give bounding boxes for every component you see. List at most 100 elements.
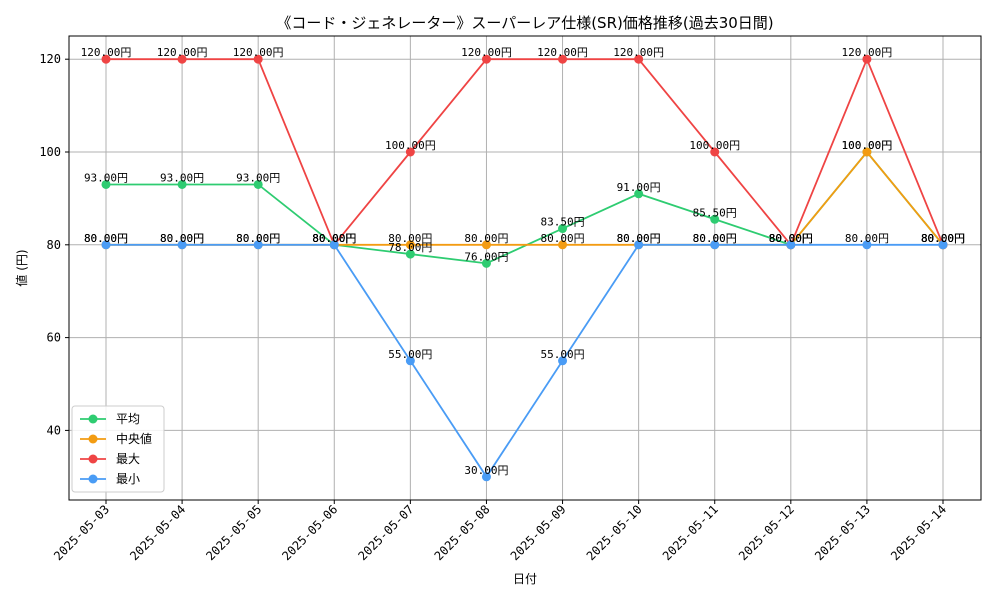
data-label: 120.00円 — [842, 46, 893, 59]
data-label: 120.00円 — [613, 46, 664, 59]
data-point — [405, 147, 415, 157]
data-label: 120.00円 — [461, 46, 512, 59]
x-tick-label: 2025-05-10 — [584, 502, 645, 563]
data-point — [938, 240, 948, 250]
x-tick-label: 2025-05-07 — [355, 502, 416, 563]
data-label: 80.00円 — [617, 232, 661, 245]
plot-frame — [68, 35, 982, 501]
data-point — [405, 249, 415, 259]
x-tick-label: 2025-05-05 — [203, 502, 264, 563]
data-point — [862, 54, 872, 64]
data-label: 78.00円 — [388, 241, 432, 254]
series-lines — [101, 54, 948, 482]
series-line — [106, 243, 943, 479]
data-label: 100.00円 — [689, 139, 740, 152]
chart-title: 《コード・ジェネレーター》スーパーレア仕様(SR)価格推移(過去30日間) — [276, 14, 773, 32]
data-point — [862, 147, 872, 157]
x-ticks: 2025-05-03 2025-05-04 2025-05-05 2025-05-06… — [51, 500, 949, 563]
data-point — [710, 214, 720, 224]
data-label: 80.00円 — [84, 232, 128, 245]
y-tick-label: 40 — [47, 423, 61, 437]
data-label: 93.00円 — [84, 171, 128, 184]
x-tick-label: 2025-05-03 — [51, 502, 112, 563]
legend-label: 最小 — [116, 472, 140, 486]
legend-marker — [88, 474, 98, 484]
y-tick-label: 80 — [47, 238, 61, 252]
x-tick-label: 2025-05-14 — [888, 502, 949, 563]
data-point — [101, 240, 111, 250]
legend-label: 最大 — [116, 452, 140, 466]
data-label: 80.00円 — [236, 232, 280, 245]
data-point — [634, 240, 644, 250]
y-tick-label: 60 — [47, 331, 61, 345]
legend-label: 平均 — [116, 412, 140, 426]
data-label: 80.00円 — [617, 232, 661, 245]
legend-marker — [88, 434, 98, 444]
data-point — [481, 240, 491, 250]
data-label: 80.00円 — [236, 232, 280, 245]
data-point — [253, 179, 263, 189]
data-label: 91.00円 — [617, 181, 661, 194]
data-point — [558, 240, 568, 250]
data-label: 80.00円 — [921, 232, 965, 245]
data-label: 100.00円 — [842, 139, 893, 152]
data-point — [786, 240, 796, 250]
series-line — [106, 150, 944, 265]
data-point — [329, 240, 339, 250]
data-label: 80.00円 — [769, 232, 813, 245]
data-label: 80.00円 — [312, 232, 356, 245]
data-label: 80.00円 — [693, 232, 737, 245]
data-label: 80.00円 — [388, 232, 432, 245]
data-label: 80.00円 — [312, 232, 356, 245]
data-point — [862, 240, 872, 250]
data-point — [558, 54, 568, 64]
data-label: 80.00円 — [769, 232, 813, 245]
data-label: 80.00円 — [921, 232, 965, 245]
data-label: 76.00円 — [464, 250, 508, 263]
data-point — [101, 54, 111, 64]
data-label: 80.00円 — [464, 232, 508, 245]
data-point — [405, 356, 415, 366]
data-point — [634, 54, 644, 64]
legend-marker — [88, 414, 98, 424]
data-label: 80.00円 — [84, 232, 128, 245]
data-label: 80.00円 — [769, 232, 813, 245]
data-label: 80.00円 — [769, 232, 813, 245]
x-tick-label: 2025-05-08 — [432, 502, 493, 563]
data-point — [710, 147, 720, 157]
x-tick-label: 2025-05-04 — [127, 502, 188, 563]
y-axis-label: 値 (円) — [14, 249, 29, 286]
data-point — [710, 240, 720, 250]
x-axis-label: 日付 — [513, 572, 537, 586]
data-label: 120.00円 — [157, 46, 208, 59]
data-point — [177, 179, 187, 189]
data-label: 80.00円 — [845, 232, 889, 245]
data-point — [481, 472, 491, 482]
data-label: 55.00円 — [388, 348, 432, 361]
legend-label: 中央値 — [116, 431, 152, 446]
data-point — [101, 179, 111, 189]
data-point — [253, 240, 263, 250]
data-point — [558, 356, 568, 366]
y-tick-label: 120 — [39, 52, 61, 66]
data-label: 100.00円 — [842, 139, 893, 152]
data-label: 80.00円 — [160, 232, 204, 245]
data-labels: 93.00円 93.00円 93.00円80.00円78.00円76.00円83.5… — [81, 46, 965, 477]
data-point — [177, 240, 187, 250]
data-label: 80.00円 — [921, 232, 965, 245]
data-label: 120.00円 — [537, 46, 588, 59]
data-point — [253, 54, 263, 64]
x-tick-label: 2025-05-09 — [508, 502, 569, 563]
series-line — [106, 150, 944, 246]
data-label: 120.00円 — [233, 46, 284, 59]
data-label: 85.50円 — [693, 206, 737, 219]
series-line — [106, 56, 944, 247]
grid-lines — [69, 36, 981, 500]
x-tick-label: 2025-05-12 — [736, 502, 797, 563]
data-point — [177, 54, 187, 64]
y-tick-label: 100 — [39, 145, 61, 159]
data-label: 80.00円 — [160, 232, 204, 245]
x-tick-label: 2025-05-13 — [812, 502, 873, 563]
